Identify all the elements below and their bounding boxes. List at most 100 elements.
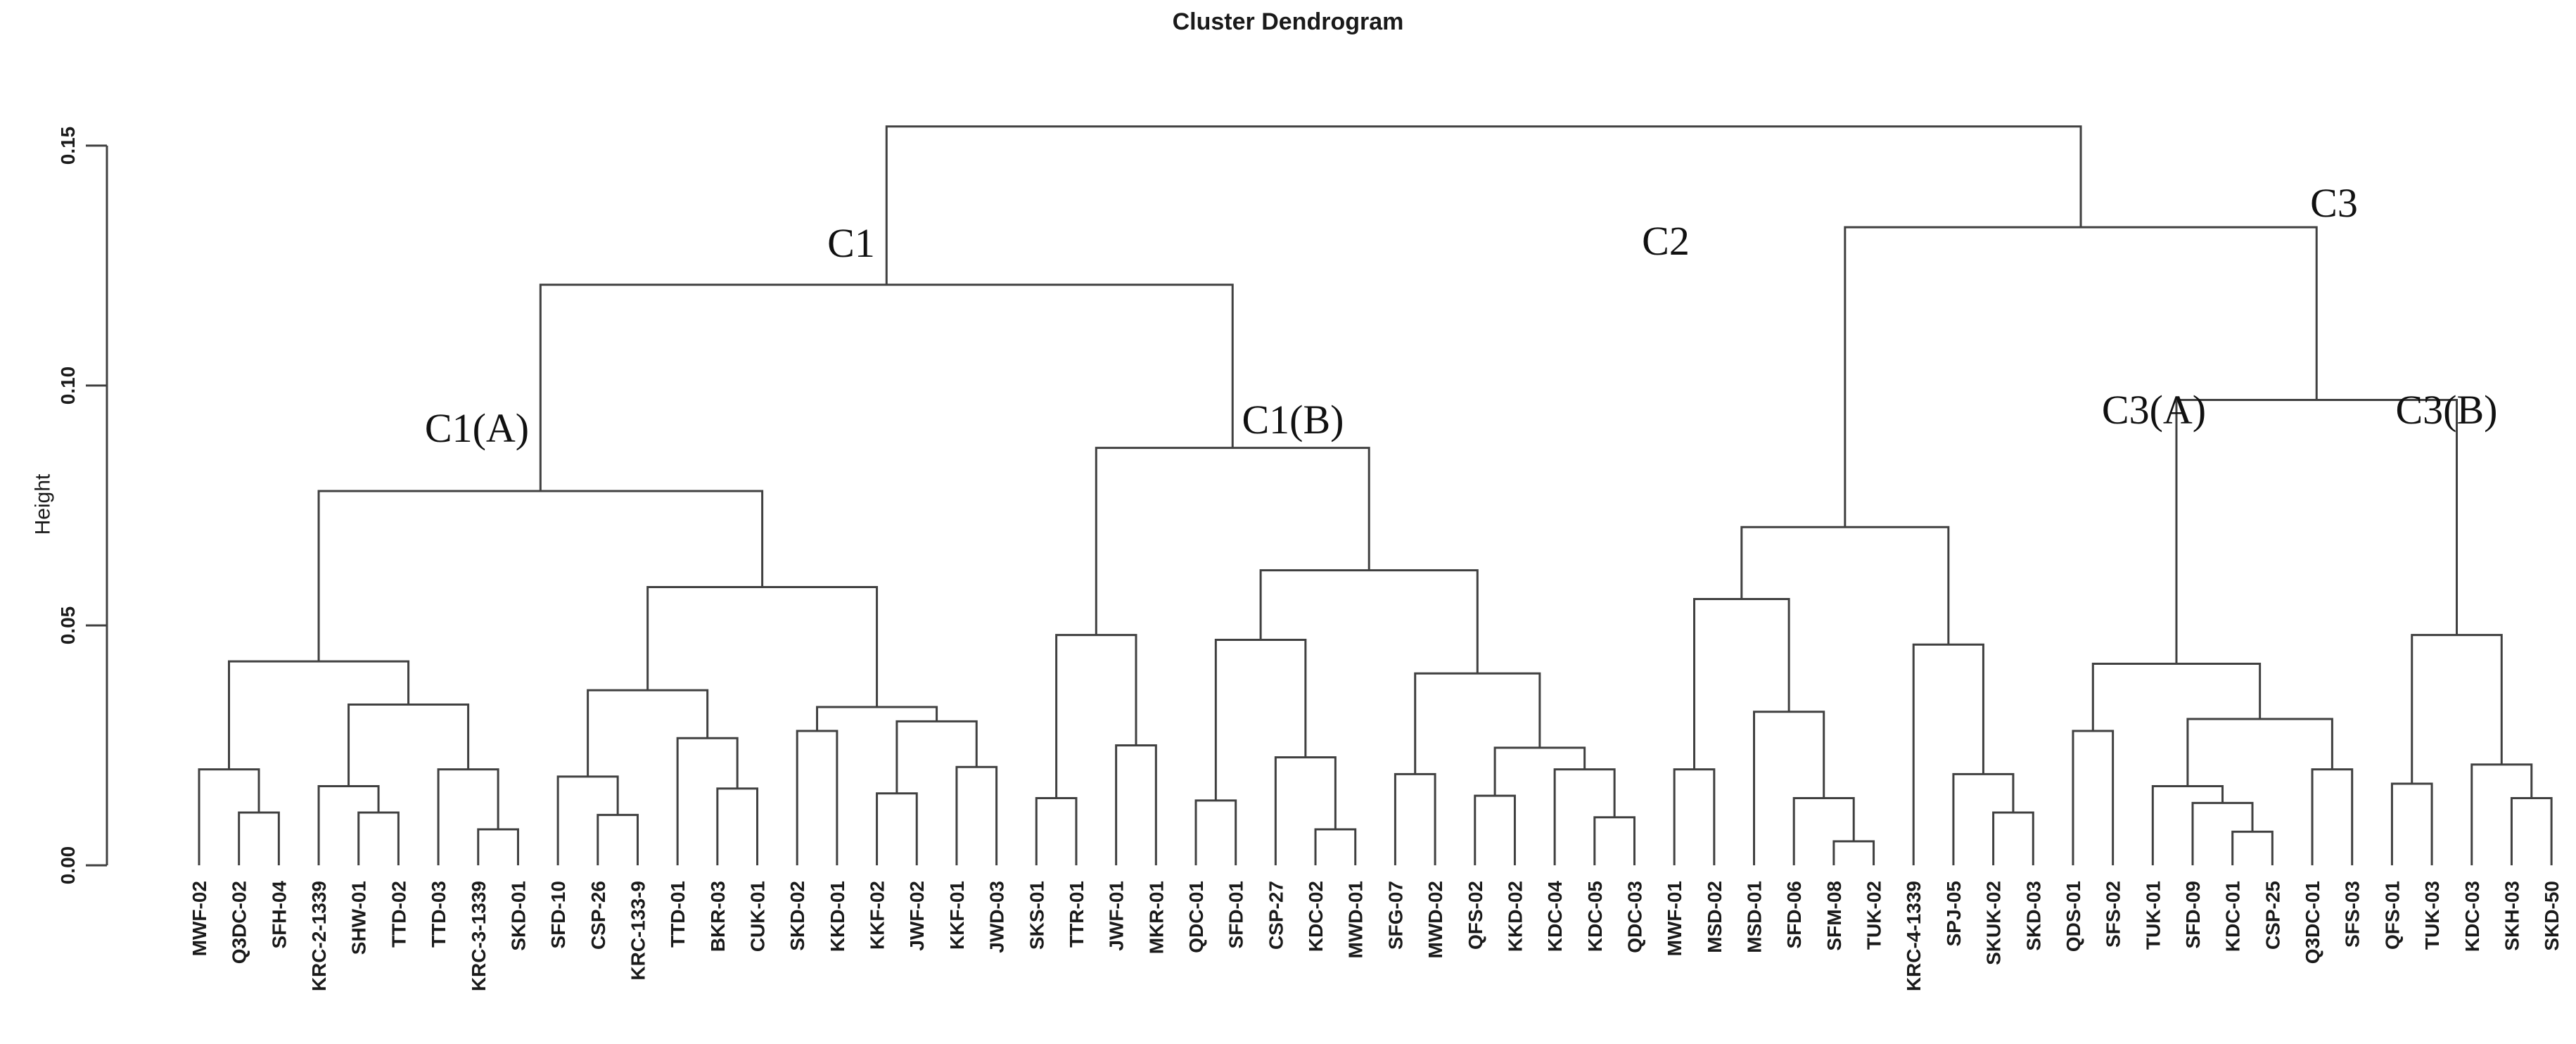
leaf-label: MWD-02 xyxy=(1424,881,1446,958)
leaf-label: MWF-02 xyxy=(189,881,210,956)
merge-link xyxy=(1740,526,1950,645)
leaf-label: CSP-26 xyxy=(587,881,609,950)
leaf-label: TTR-01 xyxy=(1066,881,1088,948)
merge-link xyxy=(1095,447,1370,635)
merge-link xyxy=(1314,828,1357,865)
merge-link xyxy=(1194,799,1237,865)
cluster-label: C3(B) xyxy=(2396,387,2498,433)
merge-link xyxy=(2072,730,2115,865)
merge-link xyxy=(477,828,519,865)
merge-link xyxy=(1753,711,1825,865)
cluster-label: C1(A) xyxy=(425,405,529,451)
merge-link xyxy=(2091,663,2262,732)
dendrogram-links xyxy=(198,125,2553,865)
leaf-label: JWD-03 xyxy=(986,881,1008,953)
merge-link xyxy=(317,784,380,865)
merge-link xyxy=(539,284,1234,492)
merge-link xyxy=(1792,797,1855,865)
leaf-label: QDC-03 xyxy=(1624,881,1645,953)
merge-link xyxy=(1055,634,1137,798)
leaf-label: KDC-01 xyxy=(2222,881,2244,952)
merge-link xyxy=(646,585,879,707)
leaf-label: Q3DC-01 xyxy=(2302,881,2323,964)
merge-link xyxy=(1474,794,1516,865)
merge-link xyxy=(2411,634,2503,784)
leaf-label: MWF-01 xyxy=(1664,881,1685,956)
leaf-label: QFS-02 xyxy=(1465,881,1486,950)
merge-link xyxy=(1952,772,2015,865)
leaf-label: QDC-01 xyxy=(1185,881,1207,953)
leaf-label: SFM-08 xyxy=(1823,881,1845,951)
cluster-labels: C1 C2 C3 C1(A) C1(B) C3(A) C3(B) xyxy=(425,180,2498,451)
y-tick-label: 0.05 xyxy=(57,606,79,645)
leaf-label: KRC-2-1339 xyxy=(308,881,330,991)
leaf-label: MKR-01 xyxy=(1145,881,1167,954)
leaf-label: SKD-01 xyxy=(507,881,529,951)
merge-link xyxy=(228,660,410,770)
merge-link xyxy=(955,765,998,865)
merge-link xyxy=(2186,718,2333,787)
merge-link xyxy=(1832,840,1875,865)
leaf-label: TTD-02 xyxy=(388,881,409,948)
merge-link xyxy=(198,768,260,865)
merge-link xyxy=(587,689,709,777)
leaf-label: SHW-01 xyxy=(348,881,370,955)
cluster-label: C3(A) xyxy=(2102,387,2206,433)
merge-link xyxy=(1693,597,1790,770)
merge-link xyxy=(1912,643,1984,865)
leaf-label: SKS-01 xyxy=(1026,881,1047,950)
merge-link xyxy=(2175,398,2459,664)
merge-link xyxy=(2231,830,2274,865)
merge-link xyxy=(1394,772,1436,865)
leaf-label: SFS-03 xyxy=(2342,881,2364,948)
leaf-label: KRC-3-1339 xyxy=(468,881,490,991)
leaf-label: KKF-01 xyxy=(946,881,968,950)
merge-link xyxy=(2191,801,2254,865)
merge-link xyxy=(1035,797,1078,865)
merge-link xyxy=(2390,782,2433,865)
leaf-label: MSD-02 xyxy=(1704,881,1726,953)
merge-link xyxy=(1593,816,1635,865)
leaf-label: JWF-02 xyxy=(906,881,928,951)
leaf-label: KRC-133-9 xyxy=(627,881,649,981)
leaf-label: SKD-50 xyxy=(2541,881,2563,951)
cluster-label: C1(B) xyxy=(1242,397,1344,443)
chart-title: Cluster Dendrogram xyxy=(1172,8,1404,35)
leaf-label: SFD-09 xyxy=(2182,881,2204,948)
leaf-label: SPJ-05 xyxy=(1943,881,1965,946)
leaf-label: KKF-02 xyxy=(867,881,888,950)
merge-link xyxy=(317,490,764,662)
leaf-label: SKD-02 xyxy=(786,881,808,951)
merge-link xyxy=(556,775,619,865)
merge-link xyxy=(1992,811,2034,865)
leaf-label: SKD-03 xyxy=(2022,881,2044,951)
merge-link xyxy=(2151,784,2224,865)
cluster-label: C3 xyxy=(2310,180,2358,226)
y-tick-label: 0.00 xyxy=(57,846,79,885)
leaf-label: TTD-01 xyxy=(667,881,689,948)
leaf-label: SFG-07 xyxy=(1384,881,1406,950)
merge-link xyxy=(885,125,2082,285)
leaf-label: CSP-25 xyxy=(2262,881,2283,950)
merge-link xyxy=(238,811,280,865)
merge-link xyxy=(437,768,499,865)
leaf-label: QFS-01 xyxy=(2381,881,2403,950)
leaf-label: TUK-01 xyxy=(2142,881,2164,950)
leaf-label: SKH-03 xyxy=(2501,881,2523,951)
merge-link xyxy=(1844,226,2318,528)
merge-link xyxy=(816,706,938,732)
merge-link xyxy=(1274,756,1337,865)
leaf-label: TUK-02 xyxy=(1863,881,1885,950)
leaf-label: KKD-01 xyxy=(827,881,848,952)
merge-link xyxy=(2470,763,2533,865)
leaf-label: TTD-03 xyxy=(428,881,449,948)
leaf-label: KDC-04 xyxy=(1544,881,1566,953)
merge-link xyxy=(1414,672,1541,775)
merge-link xyxy=(796,730,839,865)
y-tick-label: 0.15 xyxy=(57,127,79,165)
merge-link xyxy=(876,792,918,865)
leaf-label: SFD-10 xyxy=(547,881,569,948)
merge-link xyxy=(347,704,470,787)
leaf-label: QDS-01 xyxy=(2062,881,2084,952)
